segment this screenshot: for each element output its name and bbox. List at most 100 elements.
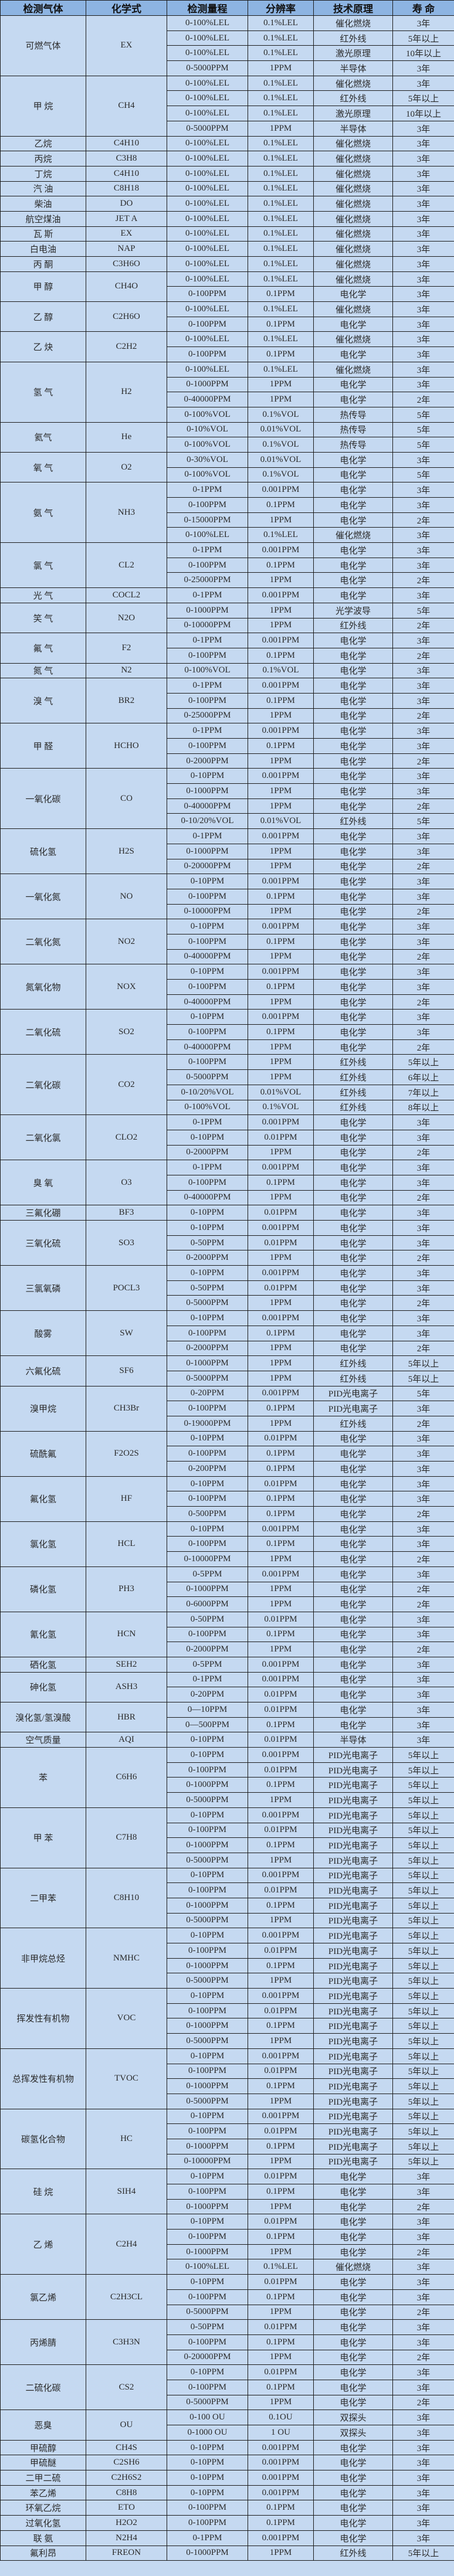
resolution-cell: 0.1%LEL [248,181,314,197]
range-cell: 0-5PPM [167,1566,248,1582]
resolution-cell: 0.1%LEL [248,151,314,166]
range-cell: 0-100%LEL [167,256,248,272]
formula-cell: SO3 [86,1219,167,1266]
table-row: 航空煤油 JET A 0-100%LEL 0.1%LEL 催化燃烧 3年 [0,210,454,227]
technology-cell: 电化学 [313,964,393,980]
header-range: 检测量程 [167,0,248,16]
gas-name-cell: 瓦 斯 [0,226,86,242]
range-cell: 0-2000PPM [167,1250,248,1266]
gas-name-cell: 溴化氢/氢溴酸 [0,1701,86,1733]
resolution-cell: 1PPM [248,572,314,589]
gas-name-cell: 乙 醇 [0,301,86,332]
table-row: 0-200PPM 0.1PPM 电化学 3年 [1,1461,454,1477]
table-row: 0-1000PPM 0.1PPM PID光电离子 5年以上 [1,2018,454,2034]
formula-cell: C2H6O [86,301,167,332]
resolution-cell: 0.1%VOL [248,467,314,483]
range-cell: 0-100%LEL [167,301,248,317]
formula-cell: C6H6 [86,1747,167,1808]
lifetime-cell: 3年 [392,1536,454,1552]
range-cell: 0-10PPM [167,1310,248,1326]
formula-cell: C2H6S2 [86,2470,167,2486]
formula-cell: O2 [86,451,167,483]
range-cell: 0-100%VOL [167,467,248,483]
lifetime-cell: 2年 [392,512,454,528]
technology-cell: PID光电离子 [313,1401,393,1416]
formula-cell: FREON [86,2545,167,2561]
resolution-cell: 0.1PPM [248,2289,314,2305]
technology-cell: 电化学 [313,919,393,934]
resolution-cell: 1PPM [248,512,314,528]
range-cell: 0-100PPM [167,316,248,332]
resolution-cell: 0.01%VOL [248,422,314,438]
table-row: 甲硫醇 CH4S 0-10PPM 0.001PPM 电化学 3年 [0,2439,454,2456]
lifetime-cell: 5年以上 [392,1355,454,1371]
lifetime-cell: 5年 [392,1385,454,1402]
lifetime-cell: 3年 [392,361,454,378]
formula-cell: CH4S [86,2439,167,2456]
technology-cell: 催化燃烧 [313,361,393,378]
technology-cell: 半导体 [313,1732,393,1748]
gas-name-cell: 氰化氢 [0,1611,86,1657]
resolution-cell: 1PPM [248,1370,314,1386]
resolution-cell: 0.1%LEL [248,165,314,182]
resolution-cell: 0.001PPM [248,2470,314,2486]
technology-cell: PID光电离子 [313,1897,393,1914]
lifetime-cell: 5年以上 [392,1912,454,1929]
table-row: 三氟化硼 BF3 0-10PPM 0.01PPM 电化学 3年 [0,1205,454,1221]
technology-cell: 电化学 [313,1430,393,1447]
gas-name-cell: 恶臭 [0,2410,86,2441]
resolution-cell: 0.01PPM [248,1762,314,1778]
resolution-cell: 0.001PPM [248,1009,314,1025]
formula-cell: H2O2 [86,2515,167,2531]
lifetime-cell: 2年 [392,2244,454,2260]
lifetime-cell: 3年 [392,738,454,754]
lifetime-cell: 2年 [392,1506,454,1522]
technology-cell: 电化学 [313,2439,393,2456]
resolution-cell: 0.01%VOL [248,451,314,468]
lifetime-cell: 3年 [392,2229,454,2245]
range-cell: 0-100%LEL [167,15,248,31]
resolution-cell: 0.001PPM [248,2439,314,2456]
table-row: 0-2000PPM 1PPM 电化学 2年 [1,753,454,769]
gas-name-cell: 二甲苯 [0,1867,86,1929]
range-cell: 0-100PPM [167,1536,248,1552]
resolution-cell: 0.1PPM [248,1777,314,1793]
resolution-cell: 0.001PPM [248,1114,314,1130]
table-row: 六氟化硫 SF6 0-1000PPM 1PPM 红外线 5年以上 [0,1355,454,1386]
table-row: 氮氧化物 NOX 0-10PPM 0.001PPM 电化学 3年 [0,964,454,1010]
table-row: 0-5000PPM 1PPM PID光电离子 5年以上 [1,1792,454,1808]
lifetime-cell: 5年 [392,437,454,453]
lifetime-cell: 3年 [392,181,454,197]
range-cell: 0-100%LEL [167,90,248,107]
resolution-cell: 0.1PPM [248,1626,314,1643]
lifetime-cell: 3年 [392,2455,454,2471]
range-cell: 0-1000PPM [167,1777,248,1793]
table-row: 0-5000PPM 1PPM PID光电离子 5年以上 [1,2033,454,2049]
formula-cell: SEH2 [86,1656,167,1673]
technology-cell: PID光电离子 [313,2123,393,2139]
table-row: 甲 醛 HCHO 0-1PPM 0.001PPM 电化学 3年 [0,723,454,769]
resolution-cell: 0.1%LEL [248,30,314,46]
table-header: 检测气体 化学式 检测量程 分辨率 技术原理 寿 命 [0,0,454,16]
table-row: 0-10/20%VOL 0.01%VOL 红外线 5年 [1,813,454,830]
table-row: 0-100PPM 0.1PPM 电化学 3年 [1,1491,454,1507]
table-row: 0-5000PPM 1PPM 电化学 2年 [1,1295,454,1311]
range-cell: 0-5000PPM [167,1792,248,1808]
range-cell: 0-5000PPM [167,60,248,76]
lifetime-cell: 3年 [392,1656,454,1673]
table-row: 0-100PPM 0.01PPM PID光电离子 5年以上 [1,1822,454,1838]
table-row: 三氧化硫 SO3 0-10PPM 0.001PPM 电化学 3年 [0,1219,454,1266]
range-cell: 0—10PPM [167,1702,248,1718]
lifetime-cell: 3年 [392,1626,454,1643]
resolution-cell: 1PPM [248,843,314,859]
resolution-cell: 1PPM [248,1054,314,1070]
lifetime-cell: 3年 [392,1687,454,1702]
technology-cell: 激光原理 [313,45,393,62]
range-cell: 0-20000PPM [167,2349,248,2366]
formula-cell: ETO [86,2500,167,2516]
technology-cell: 电化学 [313,286,393,303]
resolution-cell: 0.1%LEL [248,301,314,317]
technology-cell: 电化学 [313,994,393,1010]
range-cell: 0-1000 OU [167,2425,248,2441]
table-row: 0-100PPM 0.1PPM 电化学 3年 [1,738,454,754]
